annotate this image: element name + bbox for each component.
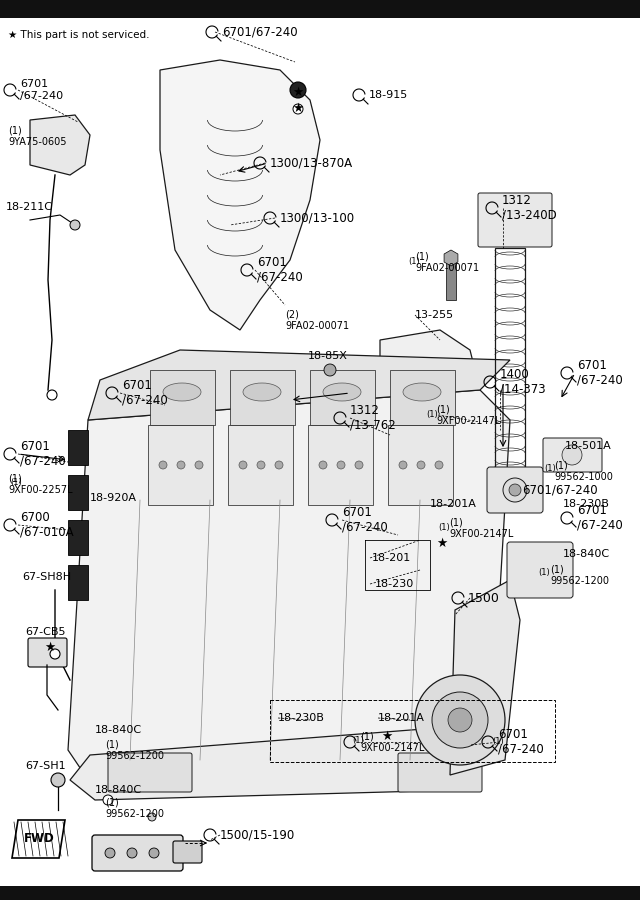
Text: (1): (1) — [426, 410, 438, 419]
Text: 1500: 1500 — [468, 591, 500, 605]
Circle shape — [70, 220, 80, 230]
Text: 1500/15-190: 1500/15-190 — [220, 829, 295, 842]
Circle shape — [417, 461, 425, 469]
Polygon shape — [380, 330, 480, 450]
Text: (1)
9XF00-2257L: (1) 9XF00-2257L — [8, 473, 72, 495]
Text: (1): (1) — [352, 736, 364, 745]
Bar — [0, 886, 640, 900]
Text: (1): (1) — [492, 737, 504, 746]
Text: 6701
/67-240: 6701 /67-240 — [20, 79, 63, 101]
Text: (1): (1) — [10, 478, 22, 487]
Text: 18-840C: 18-840C — [95, 725, 142, 735]
Text: 6700
/67-010A: 6700 /67-010A — [20, 511, 74, 539]
Circle shape — [51, 773, 65, 787]
Text: (1): (1) — [438, 523, 450, 532]
FancyBboxPatch shape — [478, 193, 552, 247]
Text: 18-211C: 18-211C — [6, 202, 53, 212]
Polygon shape — [30, 115, 90, 175]
Polygon shape — [68, 390, 510, 790]
Circle shape — [195, 461, 203, 469]
Text: (1): (1) — [544, 464, 556, 473]
Text: 18-230B: 18-230B — [278, 713, 325, 723]
Ellipse shape — [323, 383, 361, 401]
Text: ★: ★ — [436, 536, 447, 550]
Text: FWD: FWD — [24, 832, 54, 845]
Text: 6701
/67-240: 6701 /67-240 — [20, 440, 66, 468]
Bar — [495, 248, 525, 478]
Text: (1)
9YA75-0605: (1) 9YA75-0605 — [8, 125, 67, 147]
Text: 67-SH1: 67-SH1 — [25, 761, 66, 771]
Bar — [228, 425, 293, 505]
Circle shape — [435, 461, 443, 469]
Circle shape — [47, 390, 57, 400]
Text: 18-840C: 18-840C — [95, 785, 142, 795]
Bar — [68, 430, 88, 465]
Text: ★: ★ — [381, 730, 392, 742]
Bar — [446, 260, 456, 300]
Polygon shape — [450, 580, 520, 775]
Polygon shape — [160, 60, 320, 330]
Text: ★ This part is not serviced.: ★ This part is not serviced. — [8, 30, 150, 40]
Text: (1)
99562-1200: (1) 99562-1200 — [550, 564, 609, 586]
Ellipse shape — [163, 383, 201, 401]
FancyBboxPatch shape — [173, 841, 202, 863]
FancyBboxPatch shape — [108, 753, 192, 792]
Bar — [308, 425, 373, 505]
Text: 6701/67-240: 6701/67-240 — [222, 25, 298, 39]
Text: 18-920A: 18-920A — [90, 493, 137, 503]
Bar — [390, 370, 455, 425]
Text: 18-201A: 18-201A — [430, 499, 477, 509]
Text: (1)
99562-1000: (1) 99562-1000 — [554, 461, 613, 482]
Text: (1)
99562-1200: (1) 99562-1200 — [105, 740, 164, 760]
Text: (1)
9XF00-2147L: (1) 9XF00-2147L — [360, 732, 424, 752]
Circle shape — [319, 461, 327, 469]
Polygon shape — [12, 820, 65, 858]
Text: 1400
/14-373: 1400 /14-373 — [500, 368, 546, 396]
Bar — [150, 370, 215, 425]
Ellipse shape — [403, 383, 441, 401]
Bar — [310, 370, 375, 425]
Bar — [0, 0, 640, 18]
Circle shape — [127, 848, 137, 858]
Bar — [68, 565, 88, 600]
Circle shape — [149, 848, 159, 858]
FancyBboxPatch shape — [28, 638, 67, 667]
Circle shape — [509, 484, 521, 496]
Circle shape — [257, 461, 265, 469]
Ellipse shape — [243, 383, 281, 401]
Circle shape — [562, 445, 582, 465]
Text: (1)
9FA02-00071: (1) 9FA02-00071 — [415, 251, 479, 273]
Text: 18-501A: 18-501A — [565, 441, 612, 451]
Text: 18-915: 18-915 — [369, 90, 408, 100]
Text: 18-201: 18-201 — [372, 553, 412, 563]
Bar — [68, 520, 88, 555]
Text: (1): (1) — [538, 568, 550, 577]
Text: (2)
9FA02-00071: (2) 9FA02-00071 — [285, 310, 349, 330]
Text: (1)
9XF00-2147L: (1) 9XF00-2147L — [436, 404, 500, 426]
Text: 6701/67-240: 6701/67-240 — [522, 483, 598, 497]
Bar — [270, 700, 555, 762]
Text: ★: ★ — [292, 86, 303, 98]
Circle shape — [177, 461, 185, 469]
Circle shape — [432, 692, 488, 748]
Text: 6701
/67-240: 6701 /67-240 — [257, 256, 303, 284]
Text: ★: ★ — [44, 641, 56, 653]
Text: 6701
/67-240: 6701 /67-240 — [342, 506, 388, 534]
Text: 18-85X: 18-85X — [308, 351, 348, 361]
Circle shape — [337, 461, 345, 469]
Circle shape — [324, 364, 336, 376]
Text: (1): (1) — [408, 257, 420, 266]
Circle shape — [105, 848, 115, 858]
Text: 67-CB5: 67-CB5 — [25, 627, 65, 637]
Bar — [68, 475, 88, 510]
FancyBboxPatch shape — [92, 835, 183, 871]
Bar — [148, 425, 213, 505]
Text: 67-SH8H: 67-SH8H — [22, 572, 71, 582]
Text: 6701
/67-240: 6701 /67-240 — [577, 359, 623, 387]
Bar — [230, 370, 295, 425]
Circle shape — [415, 675, 505, 765]
FancyBboxPatch shape — [398, 753, 482, 792]
Circle shape — [290, 82, 306, 98]
Text: 6701
/67-240: 6701 /67-240 — [122, 379, 168, 407]
Text: 1300/13-870A: 1300/13-870A — [270, 157, 353, 169]
